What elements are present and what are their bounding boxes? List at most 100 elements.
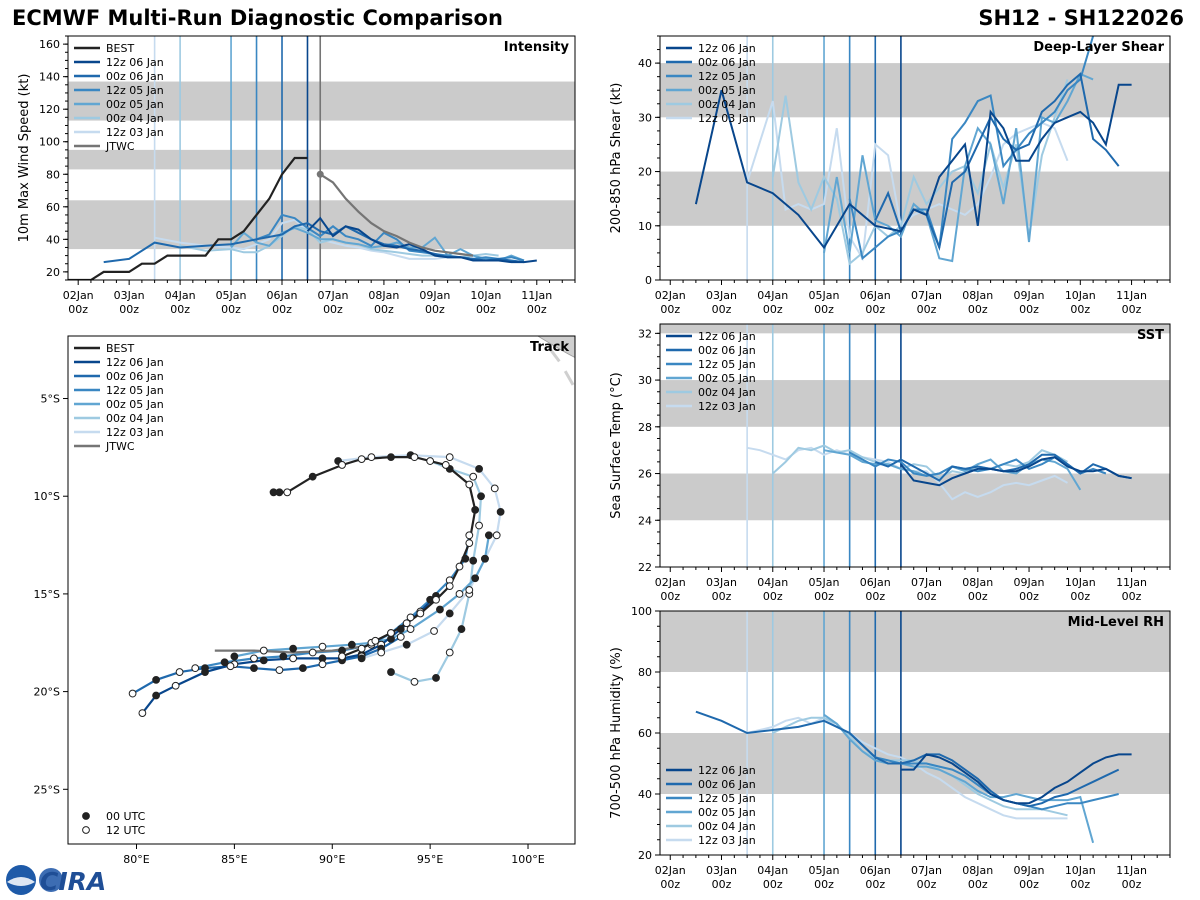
panel-title: Track bbox=[530, 340, 569, 355]
page-title: ECMWF Multi-Run Diagnostic Comparison bbox=[12, 6, 503, 30]
x-tick-label: 85°E bbox=[221, 853, 247, 866]
plot-area bbox=[695, 611, 1132, 855]
legend-label: 00z 06 Jan bbox=[106, 70, 164, 83]
fix-12utc bbox=[128, 689, 137, 698]
legend-label: 00z 06 Jan bbox=[698, 344, 756, 357]
y-tick-label: 30 bbox=[638, 374, 652, 387]
x-tick-label: 04Jan 00z bbox=[757, 864, 788, 891]
legend-marker-12utc bbox=[82, 826, 90, 834]
x-tick-label: 09Jan 00z bbox=[1014, 289, 1045, 316]
series-line bbox=[256, 213, 525, 262]
fix-00utc bbox=[471, 574, 480, 583]
x-tick-label: 80°E bbox=[123, 853, 149, 866]
shear-panel: 02Jan 00z 03Jan 00z 04Jan 00z 05Jan 00z 06Jan 00z… bbox=[600, 0, 1200, 316]
y-tick-label: 20°S bbox=[34, 686, 60, 699]
island bbox=[563, 370, 575, 386]
series-line bbox=[900, 753, 1132, 805]
plot-area bbox=[694, 36, 1132, 280]
fix-00utc bbox=[496, 507, 505, 516]
fix-12utc bbox=[318, 660, 327, 669]
legend-label: 00z 05 Jan bbox=[106, 98, 164, 111]
y-tick-label: 80 bbox=[46, 168, 60, 181]
fix-00utc bbox=[289, 644, 298, 653]
fix-12utc bbox=[259, 646, 268, 655]
panel-title: Intensity bbox=[504, 40, 570, 55]
fix-00utc bbox=[230, 652, 239, 661]
fix-00utc bbox=[347, 640, 356, 649]
y-tick-label: 32 bbox=[638, 327, 652, 340]
jtwc-start-marker bbox=[316, 170, 324, 178]
fix-12utc bbox=[338, 461, 346, 469]
legend-label: 12z 05 Jan bbox=[698, 70, 756, 83]
legend-label: 00z 04 Jan bbox=[698, 386, 756, 399]
fix-12utc bbox=[283, 488, 292, 497]
y-tick-label: 25°S bbox=[34, 783, 60, 796]
fix-12utc bbox=[171, 681, 180, 690]
y-tick-label: 28 bbox=[638, 421, 652, 434]
x-tick-label: 11Jan 00z bbox=[521, 289, 552, 316]
x-tick-label: 10Jan 00z bbox=[1065, 289, 1096, 316]
threshold-band bbox=[660, 611, 1170, 672]
y-tick-label: 5°S bbox=[41, 393, 60, 406]
fix-00utc bbox=[250, 664, 258, 673]
x-tick-label: 11Jan 00z bbox=[1116, 576, 1147, 603]
fix-12utc bbox=[410, 453, 419, 462]
fix-00utc bbox=[432, 674, 440, 682]
y-tick-label: 20 bbox=[638, 166, 652, 179]
fix-12utc bbox=[191, 664, 200, 673]
fix-12utc bbox=[426, 457, 435, 465]
fix-12utc bbox=[387, 629, 395, 637]
legend-label: 12z 06 Jan bbox=[698, 42, 756, 55]
x-tick-label: 09Jan 00z bbox=[1014, 864, 1045, 891]
y-tick-label: 40 bbox=[638, 788, 652, 801]
series-line bbox=[154, 218, 474, 260]
storm-id: SH12 - SH122026 bbox=[978, 6, 1184, 30]
track-map: 80°E 85°E 90°E 95°E 100°E 5°S 10°S 15°S 20°S 25°S… bbox=[34, 335, 576, 866]
fix-00utc bbox=[387, 668, 395, 676]
x-tick-label: 11Jan 00z bbox=[1116, 864, 1147, 891]
x-tick-label: 09Jan 00z bbox=[1014, 576, 1045, 603]
legend-label: 12z 05 Jan bbox=[106, 84, 164, 97]
fix-12utc bbox=[402, 619, 411, 628]
x-tick-label: 10Jan 00z bbox=[1065, 864, 1096, 891]
x-tick-label: 100°E bbox=[511, 853, 544, 866]
x-tick-label: 05Jan 00z bbox=[809, 864, 840, 891]
fix-12utc bbox=[357, 644, 366, 653]
legend-label: 12z 03 Jan bbox=[106, 426, 164, 439]
y-tick-label: 120 bbox=[39, 103, 60, 116]
plot-frame bbox=[659, 323, 1171, 568]
legend-label: JTWC bbox=[105, 440, 135, 453]
fix-12utc bbox=[475, 521, 483, 530]
y-axis-label: 200-850 hPa Shear (kt) bbox=[609, 83, 624, 234]
fix-12utc bbox=[430, 627, 438, 635]
fix-12utc bbox=[138, 709, 147, 717]
legend-label: 12z 06 Jan bbox=[106, 56, 164, 69]
sst-panel: 02Jan 00z 03Jan 00z 04Jan 00z 05Jan 00z 06Jan 00z… bbox=[600, 310, 1200, 603]
x-tick-label: 07Jan 00z bbox=[911, 576, 942, 603]
threshold-band bbox=[68, 81, 575, 121]
x-tick-label: 08Jan 00z bbox=[962, 576, 993, 603]
legend-label: 00z 06 Jan bbox=[698, 778, 756, 791]
fix-12utc bbox=[465, 586, 474, 594]
x-tick-label: 04Jan 00z bbox=[757, 576, 788, 603]
series-line bbox=[848, 732, 1119, 811]
y-tick-label: 20 bbox=[46, 266, 60, 279]
legend-label: BEST bbox=[106, 42, 134, 55]
x-tick-label: 02Jan 00z bbox=[63, 289, 94, 316]
map-frame bbox=[67, 335, 576, 845]
panel-title: SST bbox=[1137, 328, 1164, 343]
threshold-band bbox=[68, 149, 575, 170]
x-tick-label: 04Jan 00z bbox=[757, 289, 788, 316]
y-tick-label: 100 bbox=[39, 136, 60, 149]
legend-label: 00z 05 Jan bbox=[698, 372, 756, 385]
fix-12utc bbox=[490, 484, 499, 493]
plot-area bbox=[746, 324, 1132, 567]
intensity-chart: 02Jan 00z 03Jan 00z 04Jan 00z 05Jan 00z 06Jan 00z… bbox=[17, 35, 576, 316]
x-tick-label: 06Jan 00z bbox=[860, 289, 891, 316]
fix-12utc bbox=[318, 642, 327, 651]
y-tick-label: 24 bbox=[638, 514, 652, 527]
y-tick-label: 100 bbox=[631, 605, 652, 618]
marker-legend-label: 00 UTC bbox=[106, 810, 146, 823]
series-line bbox=[695, 710, 1120, 808]
legend-label: 00z 06 Jan bbox=[698, 56, 756, 69]
